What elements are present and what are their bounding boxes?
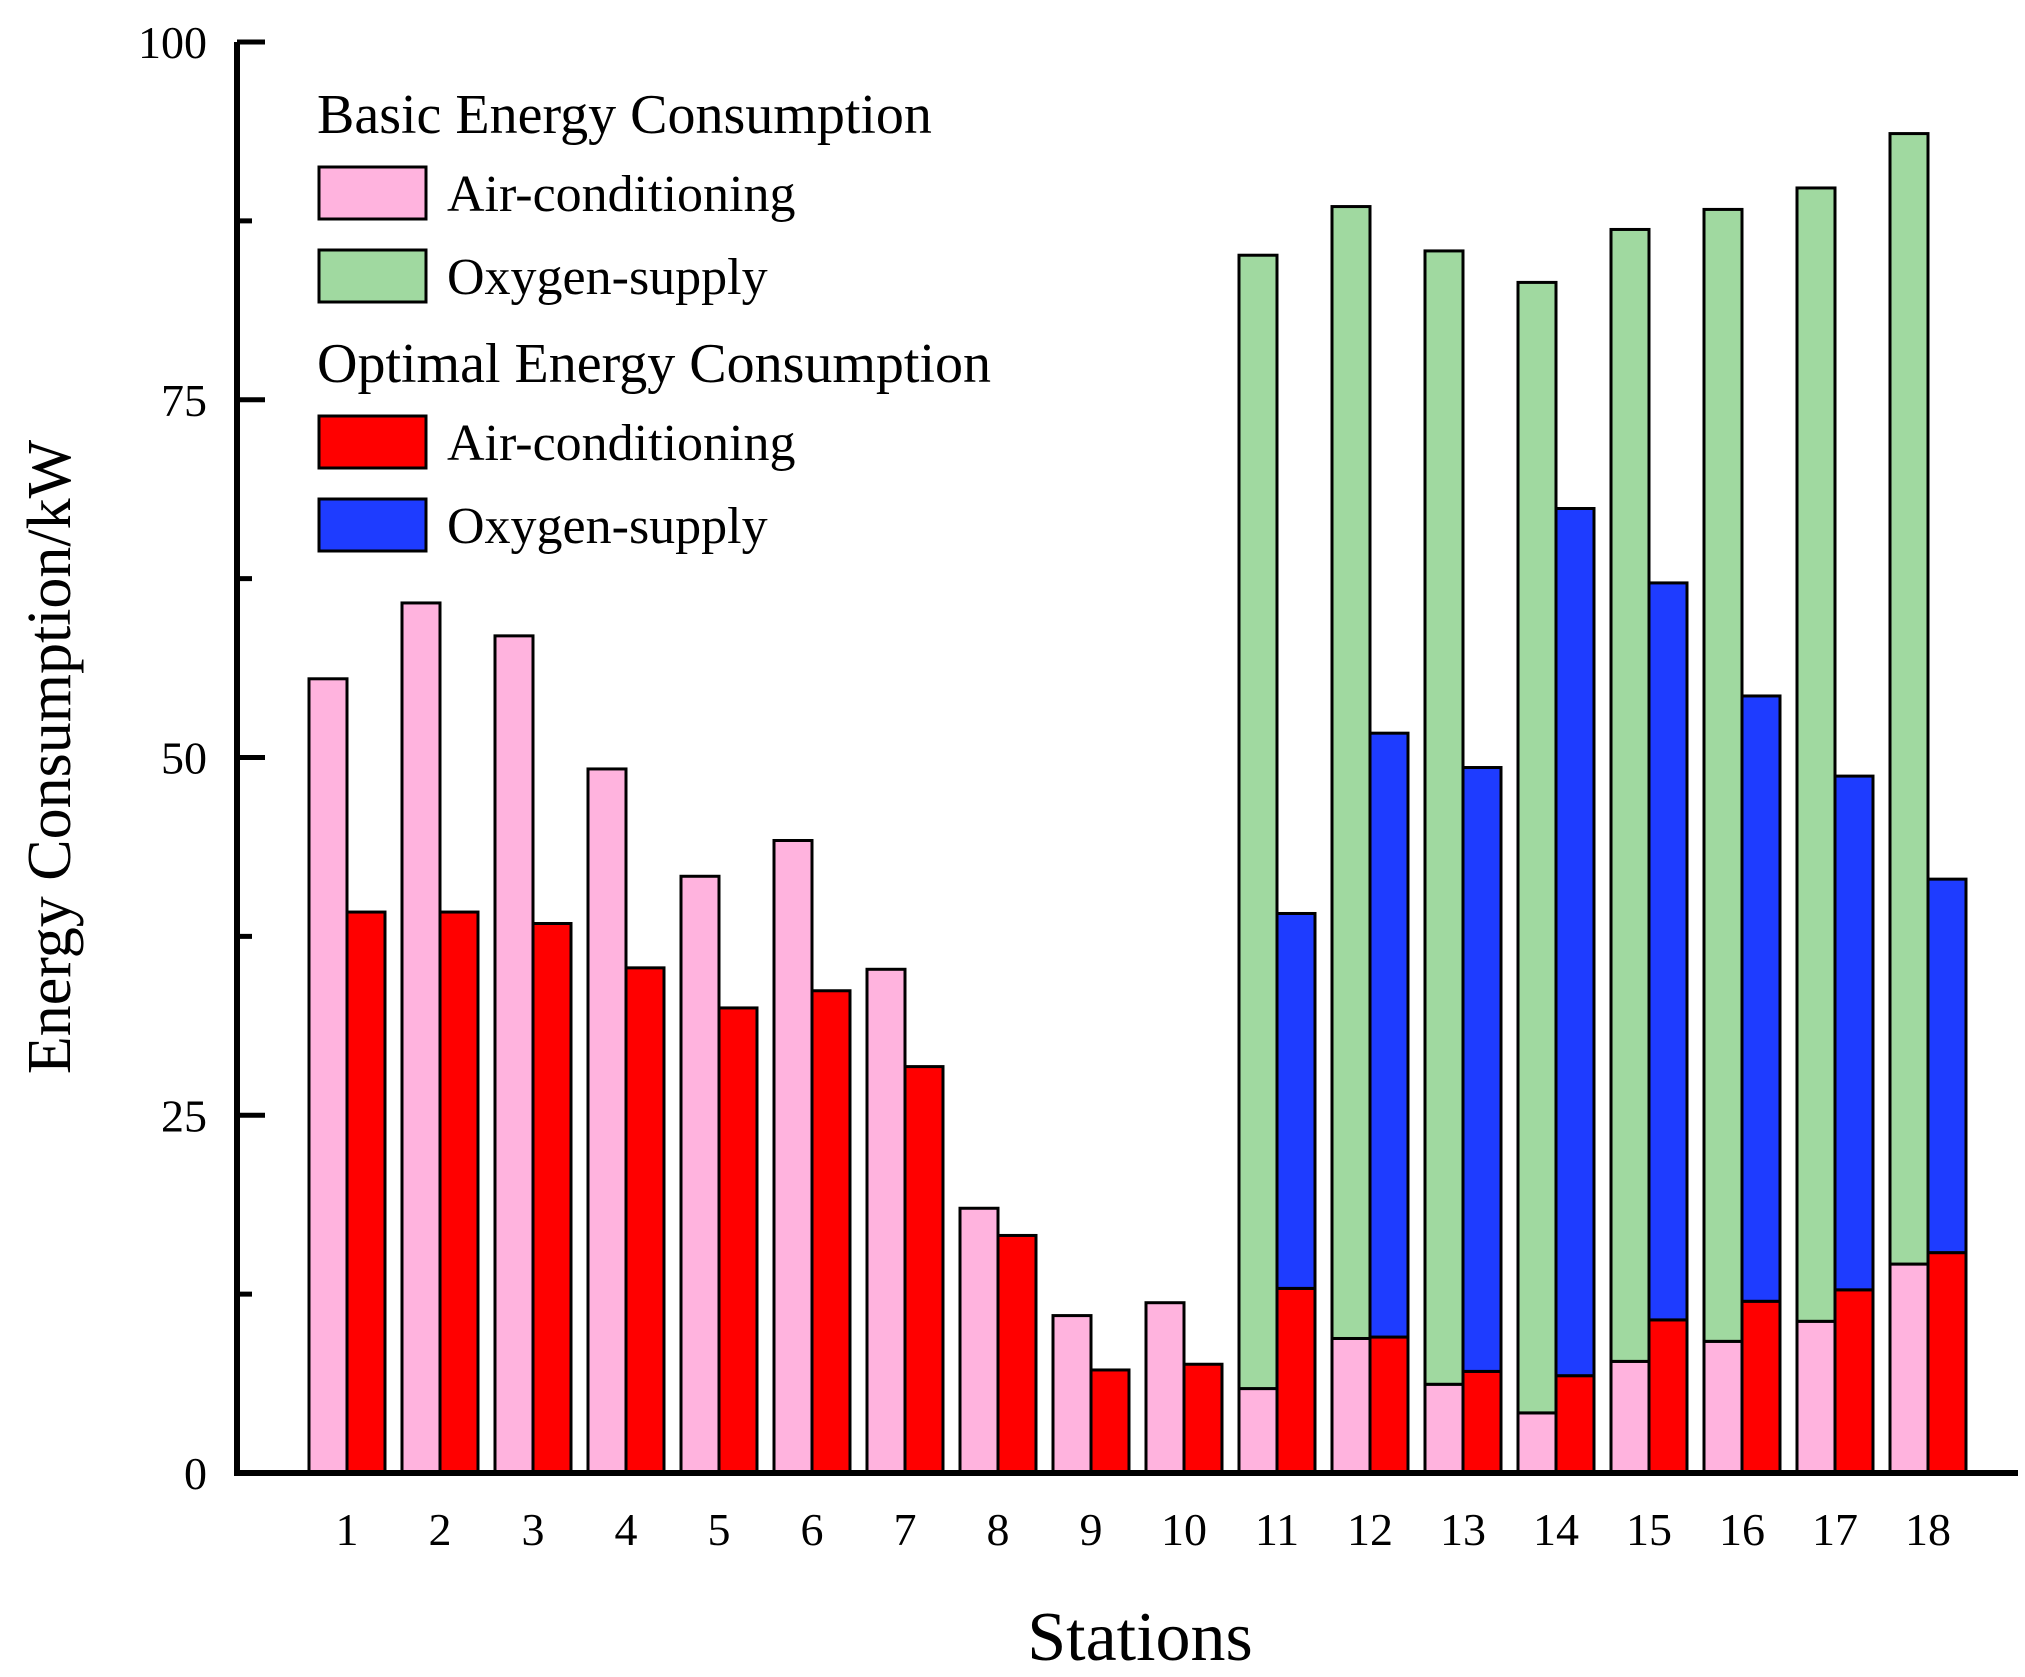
bar-optimal-air-conditioning-station-15 xyxy=(1647,1318,1689,1475)
bar-basic-air-conditioning-station-7 xyxy=(865,967,907,1475)
bar-basic-air-conditioning-station-3 xyxy=(493,634,535,1475)
bar-basic-oxygen-supply-station-17 xyxy=(1795,186,1837,1323)
bar-optimal-air-conditioning-station-9 xyxy=(1089,1368,1131,1475)
bar-basic-air-conditioning-station-9 xyxy=(1051,1314,1093,1475)
bar-optimal-air-conditioning-station-14 xyxy=(1554,1374,1596,1475)
x-tick-label-12: 12 xyxy=(1347,1504,1393,1555)
x-tick-label-8: 8 xyxy=(987,1504,1010,1555)
bar-basic-oxygen-supply-station-13 xyxy=(1423,249,1465,1386)
bar-basic-air-conditioning-station-11 xyxy=(1237,1387,1279,1475)
legend-header-basic: Basic Energy Consumption xyxy=(317,84,932,146)
bar-basic-air-conditioning-station-13 xyxy=(1423,1382,1465,1475)
x-ticks: 1 2 3 4 5 6 7 8 9 10 11 12 13 14 15 16 17 18 xyxy=(336,1504,1952,1555)
bar-basic-oxygen-supply-station-11 xyxy=(1237,253,1279,1391)
bar-basic-air-conditioning-station-2 xyxy=(400,601,442,1475)
bar-optimal-oxygen-supply-station-11 xyxy=(1275,911,1317,1290)
legend-swatch-optimal-oxygen-supply xyxy=(317,497,428,553)
y-tick-label-100: 100 xyxy=(138,17,207,68)
bar-optimal-air-conditioning-station-8 xyxy=(996,1233,1038,1475)
legend-swatch-basic-air-conditioning xyxy=(317,165,428,221)
bar-basic-oxygen-supply-station-18 xyxy=(1888,132,1930,1266)
plot-area xyxy=(307,132,1968,1475)
legend: Basic Energy Consumption Air-conditioning… xyxy=(317,84,991,555)
bar-basic-air-conditioning-station-8 xyxy=(958,1206,1000,1475)
x-tick-label-15: 15 xyxy=(1626,1504,1672,1555)
bar-basic-oxygen-supply-station-15 xyxy=(1609,227,1651,1363)
legend-label-optimal-air-conditioning: Air-conditioning xyxy=(447,415,795,472)
bar-optimal-air-conditioning-station-18 xyxy=(1926,1251,1968,1475)
x-axis-title: Stations xyxy=(1027,1599,1253,1676)
bar-optimal-oxygen-supply-station-14 xyxy=(1554,507,1596,1378)
y-tick-label-75: 75 xyxy=(161,375,207,426)
bar-basic-air-conditioning-station-14 xyxy=(1516,1411,1558,1475)
bar-optimal-oxygen-supply-station-16 xyxy=(1740,694,1782,1303)
bar-optimal-air-conditioning-station-3 xyxy=(531,921,573,1475)
x-tick-label-5: 5 xyxy=(708,1504,731,1555)
bar-optimal-oxygen-supply-station-18 xyxy=(1926,877,1968,1255)
bar-basic-air-conditioning-station-18 xyxy=(1888,1262,1930,1475)
bar-basic-air-conditioning-station-1 xyxy=(307,677,349,1475)
legend-swatch-optimal-air-conditioning xyxy=(317,414,428,470)
bar-optimal-air-conditioning-station-7 xyxy=(903,1065,945,1475)
y-axis-title: Energy Consumption/kW xyxy=(16,439,84,1074)
legend-label-basic-air-conditioning: Air-conditioning xyxy=(447,166,795,223)
bar-optimal-air-conditioning-station-13 xyxy=(1461,1369,1503,1475)
bar-optimal-air-conditioning-station-11 xyxy=(1275,1286,1317,1475)
x-tick-label-11: 11 xyxy=(1255,1504,1299,1555)
y-tick-label-25: 25 xyxy=(161,1090,207,1141)
bar-optimal-air-conditioning-station-4 xyxy=(624,966,666,1475)
bar-basic-oxygen-supply-station-16 xyxy=(1702,207,1744,1343)
legend-label-optimal-oxygen-supply: Oxygen-supply xyxy=(447,498,768,555)
legend-label-basic-oxygen-supply: Oxygen-supply xyxy=(447,249,768,306)
bar-optimal-oxygen-supply-station-15 xyxy=(1647,581,1689,1322)
bar-basic-air-conditioning-station-4 xyxy=(586,767,628,1475)
bar-optimal-air-conditioning-station-12 xyxy=(1368,1335,1410,1475)
x-tick-label-3: 3 xyxy=(522,1504,545,1555)
bar-basic-air-conditioning-station-5 xyxy=(679,874,721,1475)
bar-optimal-air-conditioning-station-5 xyxy=(717,1006,759,1475)
bar-optimal-air-conditioning-station-16 xyxy=(1740,1299,1782,1475)
x-tick-label-4: 4 xyxy=(615,1504,638,1555)
legend-header-optimal: Optimal Energy Consumption xyxy=(317,333,991,395)
x-tick-label-13: 13 xyxy=(1440,1504,1486,1555)
bar-basic-air-conditioning-station-10 xyxy=(1144,1301,1186,1475)
bar-optimal-air-conditioning-station-10 xyxy=(1182,1362,1224,1475)
y-tick-label-50: 50 xyxy=(161,733,207,784)
bar-basic-oxygen-supply-station-12 xyxy=(1330,205,1372,1340)
bar-optimal-air-conditioning-station-6 xyxy=(810,989,852,1475)
bar-optimal-air-conditioning-station-1 xyxy=(345,910,387,1475)
x-tick-label-7: 7 xyxy=(894,1504,917,1555)
bar-basic-air-conditioning-station-12 xyxy=(1330,1336,1372,1475)
bar-optimal-oxygen-supply-station-13 xyxy=(1461,766,1503,1373)
x-tick-label-10: 10 xyxy=(1161,1504,1207,1555)
bar-basic-oxygen-supply-station-14 xyxy=(1516,280,1558,1415)
bar-basic-air-conditioning-station-17 xyxy=(1795,1319,1837,1475)
x-tick-label-17: 17 xyxy=(1812,1504,1858,1555)
bar-basic-air-conditioning-station-15 xyxy=(1609,1359,1651,1475)
bar-basic-air-conditioning-station-6 xyxy=(772,838,814,1475)
legend-swatch-basic-oxygen-supply xyxy=(317,248,428,304)
x-tick-label-9: 9 xyxy=(1080,1504,1103,1555)
y-ticks: 0 25 50 75 100 xyxy=(138,17,265,1499)
bar-optimal-oxygen-supply-station-17 xyxy=(1833,774,1875,1292)
y-tick-label-0: 0 xyxy=(184,1448,207,1499)
bar-optimal-oxygen-supply-station-12 xyxy=(1368,731,1410,1339)
x-tick-label-14: 14 xyxy=(1533,1504,1579,1555)
bar-optimal-air-conditioning-station-2 xyxy=(438,910,480,1475)
bar-optimal-air-conditioning-station-17 xyxy=(1833,1288,1875,1475)
x-tick-label-6: 6 xyxy=(801,1504,824,1555)
x-tick-label-18: 18 xyxy=(1905,1504,1951,1555)
x-tick-label-2: 2 xyxy=(429,1504,452,1555)
bar-basic-air-conditioning-station-16 xyxy=(1702,1339,1744,1475)
x-tick-label-16: 16 xyxy=(1719,1504,1765,1555)
x-tick-label-1: 1 xyxy=(336,1504,359,1555)
